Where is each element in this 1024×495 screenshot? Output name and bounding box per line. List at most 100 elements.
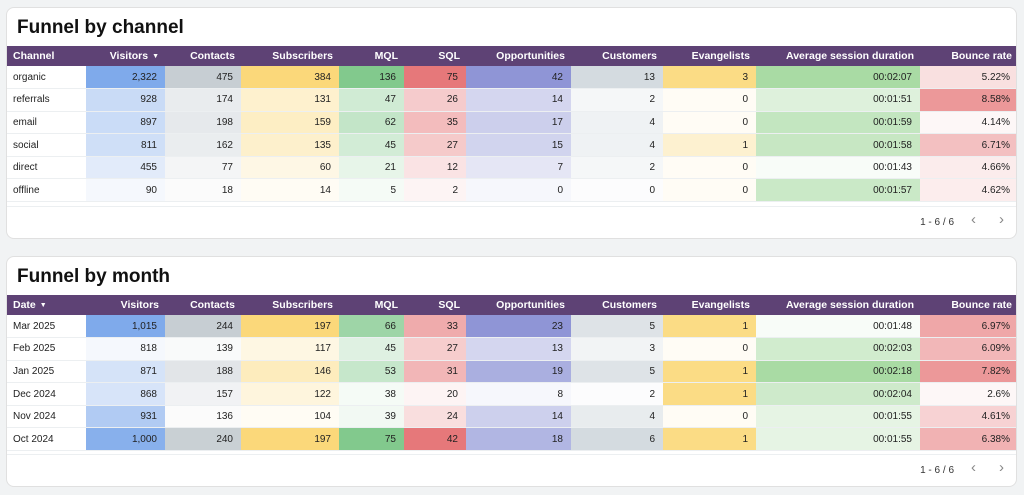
next-page-button[interactable]: › — [999, 211, 1004, 228]
cell-customers: 3 — [571, 337, 663, 361]
cell-sql: 31 — [404, 360, 466, 384]
pagination-range: 1 - 6 / 6 — [920, 465, 954, 476]
cell-average-session-duration: 00:01:55 — [756, 405, 920, 429]
column-header-sql[interactable]: SQL — [404, 295, 466, 315]
column-header-visitors[interactable]: Visitors ▼ — [86, 46, 165, 66]
cell-subscribers: 60 — [241, 156, 339, 180]
cell-average-session-duration: 00:01:57 — [756, 178, 920, 203]
table-row: direct 455 77 60 21 12 7 2 0 00:01:43 4.66% — [7, 156, 1016, 180]
column-header-label: MQL — [374, 299, 398, 311]
table-row: Dec 2024 868 157 122 38 20 8 2 1 00:02:04 2.6% — [7, 382, 1016, 406]
cell-visitors: 871 — [86, 360, 165, 384]
row-label: email — [7, 111, 86, 135]
cell-bounce-rate: 4.61% — [920, 405, 1016, 429]
cell-evangelists: 0 — [663, 111, 756, 135]
column-header-date[interactable]: Date ▼ — [7, 295, 86, 315]
cell-evangelists: 0 — [663, 337, 756, 361]
table-row: offline 90 18 14 5 2 0 0 0 00:01:57 4.62% — [7, 178, 1016, 203]
column-header-mql[interactable]: MQL — [339, 295, 404, 315]
next-page-button[interactable]: › — [999, 459, 1004, 476]
cell-evangelists: 1 — [663, 382, 756, 406]
row-label: Jan 2025 — [7, 360, 86, 384]
cell-bounce-rate: 6.97% — [920, 315, 1016, 339]
column-header-label: Evangelists — [691, 299, 750, 311]
column-header-contacts[interactable]: Contacts — [165, 46, 241, 66]
column-header-visitors[interactable]: Visitors — [86, 295, 165, 315]
funnel-by-month-card: Funnel by month Date ▼ Visitors Contacts Sub… — [6, 256, 1017, 487]
funnel-by-month-table: Date ▼ Visitors Contacts Subscribers MQL SQL Op… — [7, 295, 1016, 452]
cell-customers: 2 — [571, 156, 663, 180]
row-label: Feb 2025 — [7, 337, 86, 361]
column-header-opportunities[interactable]: Opportunities — [466, 46, 571, 66]
column-header-label: Channel — [13, 50, 55, 62]
cell-average-session-duration: 00:01:55 — [756, 427, 920, 452]
column-header-bounce-rate[interactable]: Bounce rate — [920, 46, 1016, 66]
cell-subscribers: 146 — [241, 360, 339, 384]
column-header-label: Customers — [602, 50, 657, 62]
column-header-label: Average session duration — [786, 299, 914, 311]
cell-sql: 2 — [404, 178, 466, 203]
cell-mql: 47 — [339, 88, 404, 112]
column-header-label: Opportunities — [496, 50, 565, 62]
cell-average-session-duration: 00:01:58 — [756, 133, 920, 157]
cell-evangelists: 1 — [663, 133, 756, 157]
column-header-label: Visitors — [109, 50, 149, 62]
cell-sql: 27 — [404, 337, 466, 361]
cell-average-session-duration: 00:02:03 — [756, 337, 920, 361]
funnel-by-channel-pagination: 1 - 6 / 6 ‹ › — [7, 206, 1016, 238]
column-header-contacts[interactable]: Contacts — [165, 295, 241, 315]
column-header-label: SQL — [438, 299, 460, 311]
cell-bounce-rate: 8.58% — [920, 88, 1016, 112]
prev-page-button[interactable]: ‹ — [971, 459, 976, 476]
cell-contacts: 198 — [165, 111, 241, 135]
cell-contacts: 244 — [165, 315, 241, 339]
cell-customers: 13 — [571, 66, 663, 90]
cell-bounce-rate: 6.09% — [920, 337, 1016, 361]
cell-customers: 5 — [571, 315, 663, 339]
column-header-average-session-duration[interactable]: Average session duration — [756, 295, 920, 315]
cell-customers: 4 — [571, 405, 663, 429]
column-header-customers[interactable]: Customers — [571, 295, 663, 315]
column-header-mql[interactable]: MQL — [339, 46, 404, 66]
cell-visitors: 455 — [86, 156, 165, 180]
cell-mql: 75 — [339, 427, 404, 452]
column-header-subscribers[interactable]: Subscribers — [241, 46, 339, 66]
column-header-label: Opportunities — [496, 299, 565, 311]
column-header-label: Visitors — [120, 299, 159, 311]
column-header-customers[interactable]: Customers — [571, 46, 663, 66]
cell-evangelists: 1 — [663, 427, 756, 452]
column-header-label: Contacts — [190, 299, 235, 311]
cell-sql: 24 — [404, 405, 466, 429]
cell-bounce-rate: 6.71% — [920, 133, 1016, 157]
cell-evangelists: 0 — [663, 156, 756, 180]
column-header-channel[interactable]: Channel — [7, 46, 86, 66]
cell-opportunities: 17 — [466, 111, 571, 135]
cell-visitors: 868 — [86, 382, 165, 406]
table-row: Nov 2024 931 136 104 39 24 14 4 0 00:01:55 4.61% — [7, 405, 1016, 429]
cell-visitors: 1,000 — [86, 427, 165, 452]
cell-average-session-duration: 00:01:48 — [756, 315, 920, 339]
column-header-subscribers[interactable]: Subscribers — [241, 295, 339, 315]
column-header-label: Bounce rate — [951, 299, 1012, 311]
table-row: Oct 2024 1,000 240 197 75 42 18 6 1 00:01:55 6.38% — [7, 427, 1016, 452]
sort-descending-icon[interactable]: ▼ — [39, 302, 47, 309]
column-header-average-session-duration[interactable]: Average session duration — [756, 46, 920, 66]
cell-subscribers: 197 — [241, 315, 339, 339]
cell-opportunities: 42 — [466, 66, 571, 90]
cell-visitors: 90 — [86, 178, 165, 203]
column-header-evangelists[interactable]: Evangelists — [663, 295, 756, 315]
cell-average-session-duration: 00:02:07 — [756, 66, 920, 90]
table-row: Feb 2025 818 139 117 45 27 13 3 0 00:02:03 6.09% — [7, 337, 1016, 361]
cell-mql: 45 — [339, 337, 404, 361]
column-header-bounce-rate[interactable]: Bounce rate — [920, 295, 1016, 315]
funnel-by-channel-table: Channel Visitors ▼ Contacts Subscribers MQL SQ… — [7, 46, 1016, 203]
column-header-sql[interactable]: SQL — [404, 46, 466, 66]
column-header-label: Customers — [602, 299, 657, 311]
column-header-evangelists[interactable]: Evangelists — [663, 46, 756, 66]
row-label: Nov 2024 — [7, 405, 86, 429]
prev-page-button[interactable]: ‹ — [971, 211, 976, 228]
sort-descending-icon[interactable]: ▼ — [152, 53, 159, 60]
cell-subscribers: 135 — [241, 133, 339, 157]
cell-customers: 2 — [571, 382, 663, 406]
column-header-opportunities[interactable]: Opportunities — [466, 295, 571, 315]
